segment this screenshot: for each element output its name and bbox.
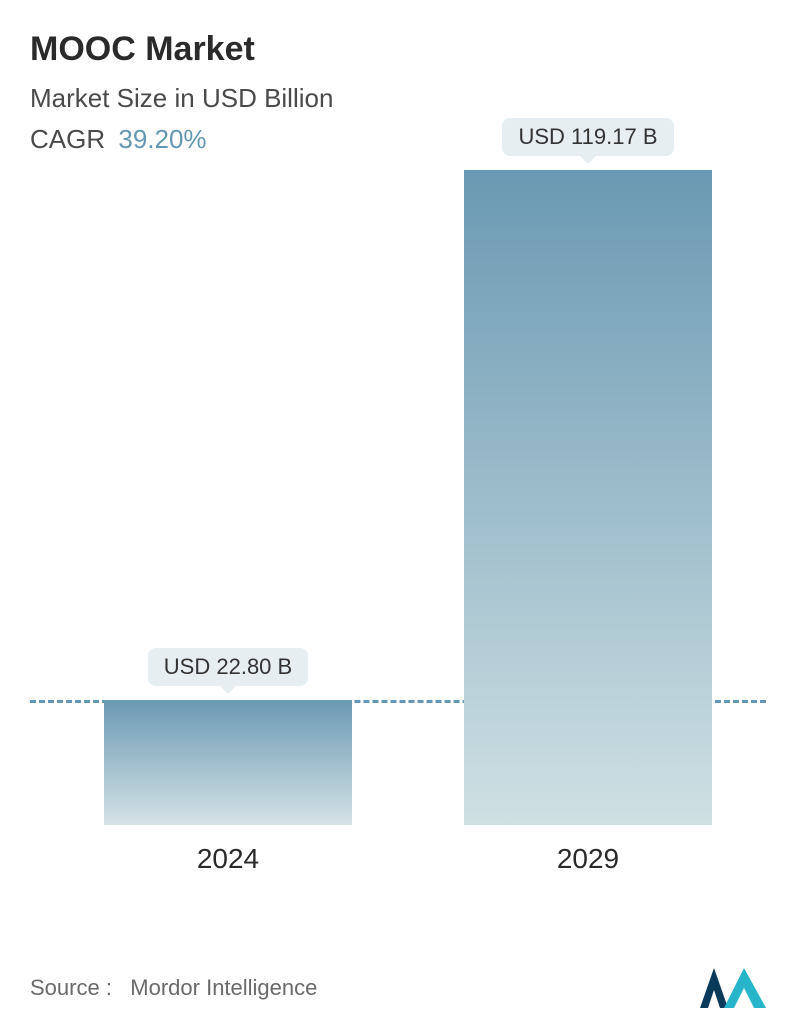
brand-logo-icon <box>700 968 766 1008</box>
bar-value-label: USD 22.80 B <box>148 648 308 686</box>
bar-group: USD 119.17 B 2029 <box>464 118 712 875</box>
source-text: Source : Mordor Intelligence <box>30 975 317 1001</box>
bar-group: USD 22.80 B 2024 <box>104 648 352 875</box>
source-label: Source : <box>30 975 112 1000</box>
cagr-label: CAGR <box>30 124 105 154</box>
chart-plot-area: USD 22.80 B2024USD 119.17 B2029 <box>30 165 766 905</box>
cagr-value: 39.20% <box>118 124 206 154</box>
bar-value-label: USD 119.17 B <box>502 118 673 156</box>
bar-category-label: 2024 <box>197 843 259 875</box>
chart-footer: Source : Mordor Intelligence <box>30 968 766 1008</box>
chart-subtitle: Market Size in USD Billion <box>30 83 766 114</box>
source-name: Mordor Intelligence <box>130 975 317 1000</box>
bar <box>104 700 352 825</box>
bar <box>464 170 712 825</box>
bar-category-label: 2029 <box>557 843 619 875</box>
chart-title: MOOC Market <box>30 30 766 69</box>
